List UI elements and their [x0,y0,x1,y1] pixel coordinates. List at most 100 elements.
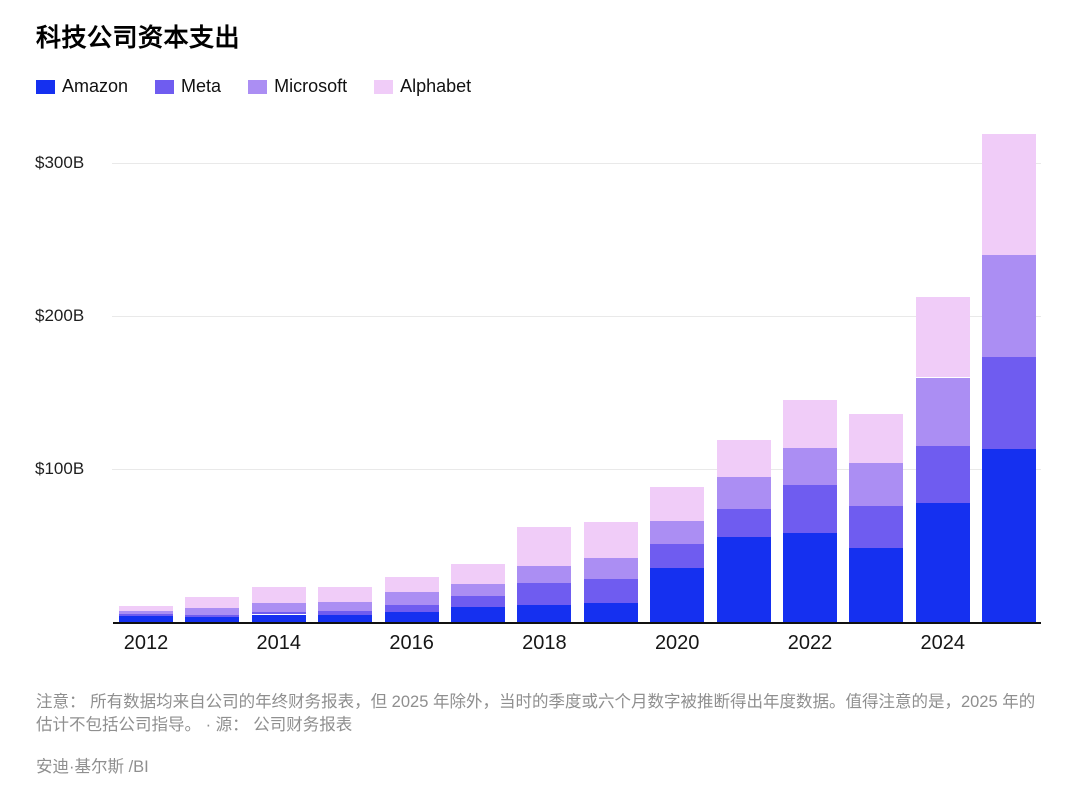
legend-label: Meta [181,76,222,96]
gridline-100 [112,469,1041,470]
legend-label: Microsoft [274,76,348,96]
bar-segment-microsoft-2017 [451,583,505,597]
bar-2014 [251,0,306,622]
bar-segment-microsoft-2015 [318,602,373,612]
bar-2021 [716,0,771,622]
bar-segment-alphabet-2022 [783,399,837,449]
bar-segment-microsoft-2021 [716,477,771,509]
bar-segment-alphabet-2018 [517,527,572,566]
bar-segment-alphabet-2021 [716,439,771,478]
bar-segment-amazon-2013 [185,616,240,622]
bar-segment-alphabet-2014 [251,586,306,604]
legend-swatch-meta [155,79,175,94]
bar-segment-amazon-2019 [583,602,638,622]
chart-title: 科技公司资本支出 [36,24,241,52]
bar-segment-meta-2024 [915,445,970,503]
bar-segment-microsoft-2019 [583,558,638,580]
bar-segment-amazon-2021 [716,537,771,622]
bar-segment-amazon-2017 [451,606,505,622]
bar-2020 [650,0,705,622]
bar-segment-meta-2017 [451,596,505,607]
gridline-300 [112,163,1041,164]
bar-segment-meta-2014 [251,611,306,615]
bar-2023 [849,0,904,622]
bar-2016 [384,0,439,622]
bar-segment-meta-2016 [384,604,439,612]
bar-segment-alphabet-2023 [849,413,904,464]
legend-item-amazon: Amazon [36,76,128,97]
legend-swatch-amazon [36,79,55,94]
bar-segment-alphabet-2012 [119,605,173,611]
bar-2019 [583,0,638,622]
legend-label: Amazon [62,76,129,96]
x-tick-label-2012: 2012 [123,632,169,654]
bar-segment-alphabet-2015 [318,586,373,603]
bar-segment-microsoft-2016 [384,592,439,605]
bar-segment-amazon-2023 [849,547,904,622]
legend-swatch-alphabet [374,79,394,94]
bar-segment-amazon-2022 [783,532,837,622]
x-tick-label-2020: 2020 [654,632,700,654]
x-tick-label-2014: 2014 [256,632,302,654]
bar-2012 [119,0,173,622]
bar-segment-alphabet-2024 [915,297,970,378]
bar-segment-amazon-2015 [318,614,373,622]
legend: Amazon Meta Microsoft Alphabet [36,76,471,97]
legend-label: Alphabet [400,76,472,96]
y-tick-label: $200B [35,306,85,325]
bar-2013 [185,0,240,622]
footnote: 注意： 所有数据均来自公司的年终财务报表，但 2025 年除外，当时的季度或六个… [36,693,1036,734]
bar-segment-microsoft-2023 [849,463,904,507]
bar-segment-meta-2019 [583,579,638,603]
bar-segment-meta-2025 [982,357,1037,450]
bar-segment-alphabet-2020 [650,486,705,521]
bar-segment-microsoft-2013 [185,608,240,615]
bar-2025 [982,0,1037,622]
bar-segment-amazon-2016 [384,611,439,622]
bar-segment-amazon-2024 [915,502,970,622]
x-tick-label-2016: 2016 [389,632,434,654]
bar-segment-meta-2022 [783,484,837,533]
y-tick-label: $300B [35,153,85,172]
bar-segment-amazon-2025 [982,449,1037,622]
bar-segment-microsoft-2012 [119,610,173,615]
bar-segment-amazon-2012 [119,616,173,622]
bar-segment-meta-2021 [716,508,771,538]
bar-segment-microsoft-2014 [251,603,306,612]
x-tick-label-2018: 2018 [522,632,567,654]
x-tick-label-2024: 2024 [920,632,966,654]
bar-segment-microsoft-2020 [650,520,705,545]
bar-segment-amazon-2018 [517,604,572,622]
bar-segment-meta-2020 [650,544,705,569]
byline: 安迪·基尔斯 /BI [36,758,149,776]
x-tick-label-2022: 2022 [787,632,833,654]
bar-segment-meta-2018 [517,583,572,605]
bar-segment-alphabet-2017 [451,563,505,584]
bar-2024 [915,0,970,622]
bar-segment-microsoft-2018 [517,565,572,584]
bar-segment-alphabet-2025 [982,133,1037,255]
x-axis-line [113,622,1041,624]
y-tick-label: $100B [35,459,85,478]
bar-segment-alphabet-2019 [583,522,638,559]
bar-segment-meta-2012 [119,614,173,617]
legend-item-microsoft: Microsoft [248,76,347,97]
bar-segment-meta-2013 [185,614,240,617]
bar-segment-alphabet-2013 [185,596,240,609]
bar-segment-microsoft-2022 [783,448,837,485]
bar-segment-meta-2023 [849,506,904,548]
legend-item-alphabet: Alphabet [374,76,471,97]
bar-segment-amazon-2020 [650,568,705,622]
bar-segment-microsoft-2025 [982,254,1037,358]
bar-2022 [783,0,837,622]
gridline-200 [112,316,1041,317]
legend-item-meta: Meta [155,76,221,97]
bar-segment-alphabet-2016 [384,576,439,593]
bar-2017 [451,0,505,622]
legend-swatch-microsoft [248,79,268,94]
bar-segment-microsoft-2024 [915,377,970,446]
bar-segment-amazon-2014 [251,614,306,622]
bar-2018 [517,0,572,622]
bar-segment-meta-2015 [318,611,373,615]
